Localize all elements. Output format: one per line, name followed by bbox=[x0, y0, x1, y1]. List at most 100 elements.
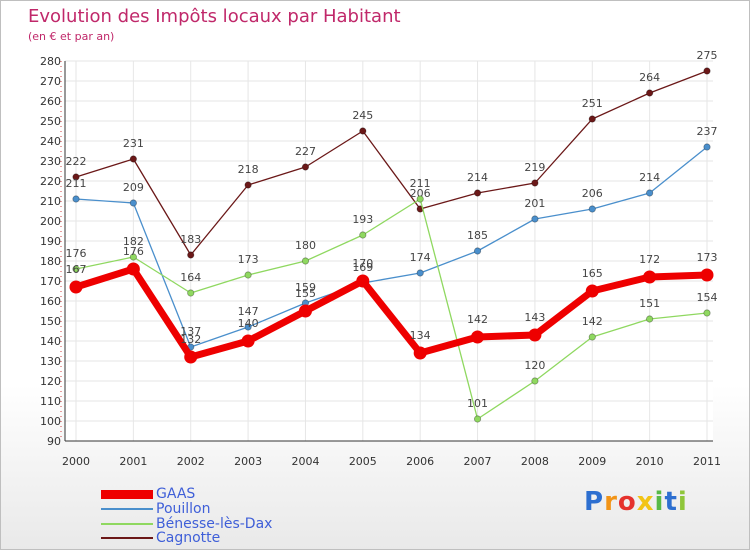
y-tick-label: 110 bbox=[40, 395, 61, 408]
data-label: 151 bbox=[639, 297, 660, 310]
data-point bbox=[72, 173, 80, 181]
data-point bbox=[359, 231, 367, 239]
legend-item-benesse: Bénesse-lès-Dax bbox=[101, 517, 272, 531]
data-label: 245 bbox=[352, 109, 373, 122]
data-label: 134 bbox=[410, 329, 431, 342]
data-label: 218 bbox=[238, 163, 259, 176]
data-point bbox=[416, 195, 424, 203]
data-point bbox=[643, 270, 657, 284]
y-tick-label: 100 bbox=[40, 415, 61, 428]
data-label: 159 bbox=[295, 281, 316, 294]
data-label: 206 bbox=[582, 187, 603, 200]
y-tick-label: 90 bbox=[47, 435, 61, 448]
y-tick-label: 260 bbox=[40, 95, 61, 108]
data-label: 154 bbox=[697, 291, 718, 304]
data-point bbox=[703, 67, 711, 75]
logo-letter: t bbox=[664, 487, 678, 517]
x-tick-label: 2002 bbox=[177, 455, 205, 468]
y-tick-label: 240 bbox=[40, 135, 61, 148]
logo-letter: r bbox=[604, 487, 618, 517]
data-point bbox=[473, 415, 482, 423]
data-label: 173 bbox=[697, 251, 718, 264]
data-point bbox=[528, 328, 542, 342]
y-tick-label: 200 bbox=[40, 215, 61, 228]
data-point bbox=[129, 253, 137, 261]
y-tick-label: 210 bbox=[40, 195, 61, 208]
y-tick-label: 230 bbox=[40, 155, 61, 168]
chart-subtitle: (en € et par an) bbox=[28, 30, 115, 43]
y-tick-label: 190 bbox=[40, 235, 61, 248]
data-label: 214 bbox=[639, 171, 660, 184]
data-point bbox=[359, 127, 367, 135]
data-point bbox=[72, 265, 80, 273]
y-tick-label: 280 bbox=[40, 55, 61, 68]
data-label: 193 bbox=[352, 213, 373, 226]
series-line-pouillon bbox=[75, 146, 708, 348]
chart-title: Evolution des Impôts locaux par Habitant bbox=[28, 6, 401, 27]
data-point bbox=[69, 280, 83, 294]
data-point bbox=[588, 333, 596, 341]
data-point bbox=[531, 215, 539, 223]
data-point bbox=[646, 189, 654, 197]
data-label: 251 bbox=[582, 97, 603, 110]
data-label: 165 bbox=[582, 267, 603, 280]
data-point bbox=[298, 304, 312, 318]
data-label: 170 bbox=[352, 257, 373, 270]
legend-label-benesse: Bénesse-lès-Dax bbox=[156, 516, 273, 532]
data-label: 176 bbox=[123, 245, 144, 258]
data-label: 140 bbox=[238, 317, 259, 330]
x-tick-label: 2007 bbox=[464, 455, 492, 468]
data-label: 206 bbox=[410, 187, 431, 200]
data-point bbox=[129, 199, 137, 207]
x-tick-label: 2008 bbox=[521, 455, 549, 468]
x-tick-label: 2001 bbox=[119, 455, 147, 468]
data-point bbox=[129, 155, 137, 163]
data-point bbox=[184, 350, 198, 364]
y-tick-label: 160 bbox=[40, 295, 61, 308]
data-point bbox=[585, 284, 599, 298]
y-tick-label: 130 bbox=[40, 355, 61, 368]
data-point bbox=[72, 195, 80, 203]
proxiti-logo: Proxiti bbox=[584, 487, 688, 517]
data-point bbox=[301, 163, 310, 171]
logo-letter: i bbox=[677, 487, 688, 517]
x-tick-label: 2005 bbox=[349, 455, 377, 468]
x-tick-label: 2004 bbox=[291, 455, 319, 468]
data-label: 173 bbox=[238, 253, 259, 266]
data-label: 185 bbox=[467, 229, 488, 242]
data-point bbox=[356, 274, 370, 288]
data-label: 275 bbox=[697, 49, 718, 62]
data-point bbox=[471, 330, 485, 344]
data-point bbox=[588, 205, 596, 213]
data-point bbox=[473, 189, 482, 197]
data-point bbox=[187, 251, 195, 259]
data-label: 237 bbox=[697, 125, 718, 138]
legend-swatch-gaas bbox=[101, 489, 153, 499]
data-point bbox=[703, 143, 711, 151]
data-label: 155 bbox=[295, 287, 316, 300]
data-point bbox=[244, 181, 252, 189]
x-tick-label: 2006 bbox=[406, 455, 434, 468]
data-label: 231 bbox=[123, 137, 144, 150]
legend-label-cagnotte: Cagnotte bbox=[156, 530, 221, 546]
data-point bbox=[416, 269, 424, 277]
data-label: 132 bbox=[180, 333, 201, 346]
legend-item-pouillon: Pouillon bbox=[101, 502, 211, 516]
data-label: 176 bbox=[66, 247, 87, 260]
y-tick-label: 120 bbox=[40, 375, 61, 388]
y-tick-label: 150 bbox=[40, 315, 61, 328]
x-tick-label: 2000 bbox=[62, 455, 90, 468]
data-label: 137 bbox=[180, 325, 201, 338]
data-point bbox=[531, 377, 539, 385]
data-label: 142 bbox=[582, 315, 603, 328]
data-point bbox=[241, 334, 255, 348]
data-point bbox=[646, 89, 654, 97]
legend-swatch-pouillon bbox=[101, 508, 153, 510]
legend-label-gaas: GAAS bbox=[156, 486, 196, 502]
data-point bbox=[700, 268, 714, 282]
data-point bbox=[244, 323, 252, 331]
data-label: 143 bbox=[524, 311, 545, 324]
data-label: 209 bbox=[123, 181, 144, 194]
series-line-b-nesse-l-s-dax bbox=[75, 198, 708, 420]
